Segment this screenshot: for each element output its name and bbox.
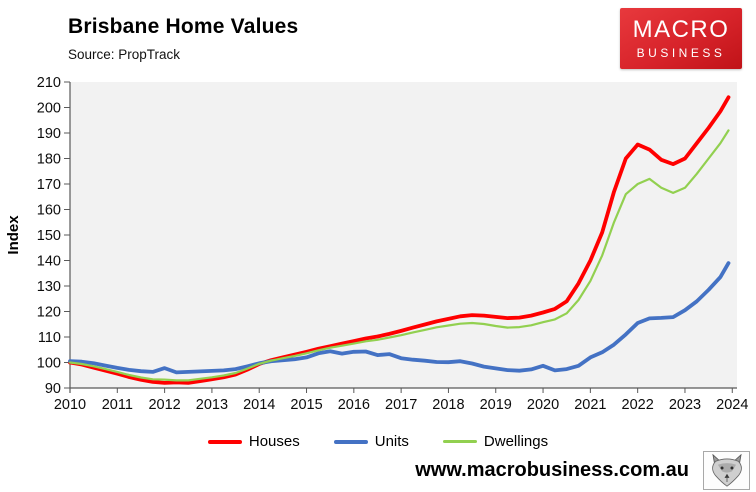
chart-source: Source: PropTrack (68, 47, 181, 62)
x-tick-label: 2023 (669, 397, 701, 413)
logo-line1: MACRO (632, 15, 730, 43)
price-index-chart: 90 100 110 120 130 140 150 160 170 180 190 200 210 20… (5, 75, 748, 413)
y-tick-label: 130 (37, 279, 61, 295)
y-tick-label: 90 (45, 381, 61, 397)
footer: www.macrobusiness.com.au (415, 451, 750, 490)
y-tick-label: 190 (37, 126, 61, 142)
x-tick-label: 2015 (290, 397, 322, 413)
legend-swatch-dwellings (442, 440, 477, 443)
legend-label-units: Units (374, 433, 409, 450)
series-line-houses (68, 95, 731, 385)
x-tick-label: 2021 (574, 397, 606, 413)
legend-swatch-houses (207, 439, 242, 444)
wolf-logo-icon (703, 451, 750, 490)
macrobusiness-logo: MACRO BUSINESS (620, 8, 742, 69)
x-tick-label: 2016 (338, 397, 370, 413)
x-tick-label: 2010 (54, 397, 86, 413)
y-tick-label: 200 (37, 101, 61, 117)
legend-swatch-units (333, 439, 368, 444)
y-tick-label: 100 (37, 356, 61, 372)
legend-item-dwellings: Dwellings (442, 433, 549, 450)
x-tick-label: 2014 (243, 397, 275, 413)
y-tick-label: 110 (38, 330, 61, 346)
x-tick-label: 2013 (196, 397, 228, 413)
x-tick-label: 2020 (527, 397, 559, 413)
legend-item-houses: Houses (207, 433, 300, 450)
chart-legend: Houses Units Dwellings (0, 433, 756, 450)
chart-title: Brisbane Home Values (68, 15, 299, 38)
x-tick-label: 2022 (622, 397, 654, 413)
legend-label-houses: Houses (248, 433, 300, 450)
x-tick-label: 2018 (432, 397, 464, 413)
x-tick-label: 2012 (148, 397, 180, 413)
series-line-dwellings (68, 129, 730, 382)
y-tick-label: 170 (37, 177, 61, 193)
x-tick-label: 2011 (102, 397, 133, 413)
logo-line2: BUSINESS (636, 45, 726, 60)
y-tick-label: 210 (37, 75, 61, 91)
x-tick-label: 2019 (480, 397, 512, 413)
y-tick-label: 140 (37, 254, 61, 270)
footer-url: www.macrobusiness.com.au (415, 459, 689, 481)
legend-label-dwellings: Dwellings (483, 433, 549, 450)
legend-item-units: Units (333, 433, 409, 450)
series-line-units (68, 261, 731, 375)
x-tick-label: 2024 (716, 397, 748, 413)
y-tick-label: 120 (37, 305, 61, 321)
wolf-icon-graphic (711, 454, 742, 487)
y-tick-label: 160 (37, 203, 61, 219)
plot-area (70, 82, 737, 388)
y-tick-label: 150 (37, 228, 61, 244)
y-axis-title: Index (5, 215, 22, 255)
x-tick-label: 2017 (385, 397, 417, 413)
y-tick-label: 180 (37, 152, 61, 168)
